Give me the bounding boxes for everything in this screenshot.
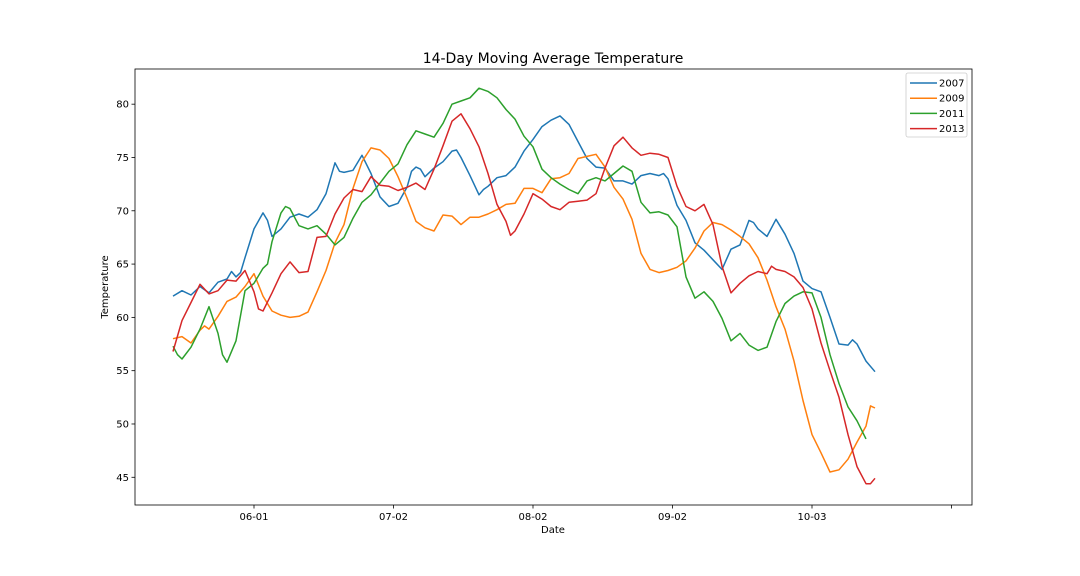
x-tick-label: 10-03 xyxy=(797,512,826,523)
chart-title: 14-Day Moving Average Temperature xyxy=(423,51,684,67)
x-axis: 06-01 07-02 08-02 09-02 10-03 xyxy=(239,505,952,523)
series-line-2013 xyxy=(172,113,876,485)
x-axis-label: Date xyxy=(541,525,565,536)
y-axis: 45 50 55 60 65 70 75 80 xyxy=(116,100,135,484)
legend-label-2011: 2011 xyxy=(939,109,964,120)
y-tick-label: 65 xyxy=(116,260,129,271)
y-tick-label: 55 xyxy=(116,366,129,377)
x-tick-label: 07-02 xyxy=(379,512,408,523)
x-tick-label: 09-02 xyxy=(658,512,687,523)
legend-box xyxy=(905,72,968,138)
legend-label-2007: 2007 xyxy=(939,79,964,90)
legend-label-2013: 2013 xyxy=(939,124,964,135)
series-layer xyxy=(172,87,876,485)
y-tick-label: 50 xyxy=(116,419,129,430)
series-line-2011 xyxy=(172,87,867,440)
y-tick-label: 80 xyxy=(116,100,129,111)
y-tick-label: 60 xyxy=(116,313,129,324)
plot-frame xyxy=(134,68,973,506)
series-line-2009 xyxy=(172,147,876,473)
x-tick-label: 06-01 xyxy=(239,512,268,523)
legend-label-2009: 2009 xyxy=(939,94,964,105)
y-tick-label: 75 xyxy=(116,153,129,164)
y-tick-label: 70 xyxy=(116,206,129,217)
x-tick-label: 08-02 xyxy=(518,512,547,523)
series-line-2007 xyxy=(172,115,876,373)
y-axis-label: Temperature xyxy=(100,255,111,319)
y-tick-label: 45 xyxy=(116,473,129,484)
legend: 2007 2009 2011 2013 xyxy=(905,72,968,138)
